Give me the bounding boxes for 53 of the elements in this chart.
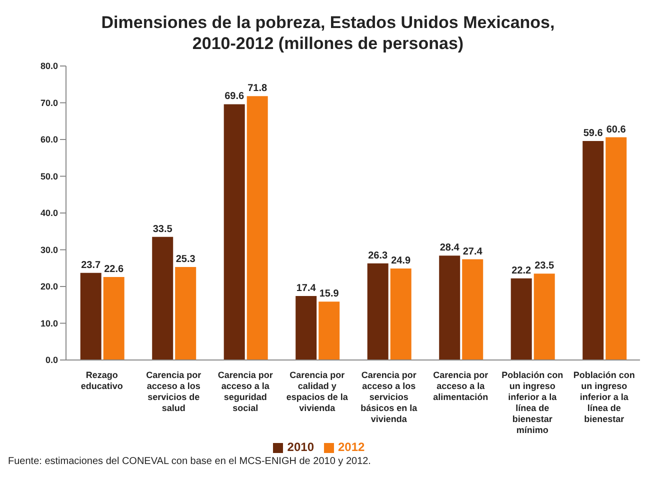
y-tick-label: 10.0	[40, 318, 58, 328]
bar	[318, 302, 340, 360]
x-tick-label: Población con un ingreso inferior a la línea de bienestar	[573, 370, 635, 424]
bar	[224, 104, 245, 360]
y-tick-label: 20.0	[40, 282, 58, 292]
y-tick-label: 0.0	[45, 355, 58, 366]
bar	[606, 137, 627, 360]
data-label: 23.7	[81, 260, 102, 271]
y-tick-label: 80.0	[40, 61, 58, 72]
x-tick-label: Rezago educativo	[80, 370, 124, 391]
bar	[462, 259, 484, 360]
data-label: 24.9	[391, 255, 412, 266]
data-label: 59.6	[583, 128, 604, 139]
data-label: 22.6	[104, 264, 124, 275]
data-label: 71.8	[248, 83, 268, 94]
data-label: 33.5	[152, 224, 173, 235]
x-tick-label: Carencia por calidad y espacios de la vivienda	[286, 370, 349, 413]
x-tick-label: Carencia por acceso a los servicios de salud	[146, 370, 202, 413]
bar	[439, 256, 460, 360]
data-label: 25.3	[176, 254, 196, 266]
bar	[510, 278, 532, 360]
data-label: 22.2	[512, 265, 532, 276]
data-label: 15.9	[319, 288, 340, 300]
bar	[534, 274, 555, 360]
y-tick-label: 70.0	[40, 98, 58, 108]
bar	[175, 267, 196, 360]
data-label: 26.3	[368, 250, 388, 262]
x-tick-label: Carencia por acceso a la alimentación	[433, 370, 489, 402]
y-tick-label: 60.0	[40, 134, 58, 145]
y-tick-label: 30.0	[40, 244, 58, 255]
legend-label: 2010	[287, 440, 314, 454]
data-label: 27.4	[462, 246, 483, 258]
y-tick-label: 50.0	[40, 171, 58, 182]
chart-title: Dimensiones de la pobreza, Estados Unidos Mexicanos, 2010-2012 (millones de personas)	[100, 12, 556, 54]
bar	[103, 276, 124, 360]
data-label: 28.4	[440, 242, 460, 254]
data-label: 23.5	[534, 260, 555, 272]
x-tick-label: Población con un ingreso inferior a la línea de bienestar mínimo	[502, 370, 564, 435]
bar	[80, 272, 102, 360]
bar	[296, 296, 317, 360]
source-note: Fuente: estimaciones del CONEVAL con base en el MCS-ENIGH de 2010 y 2012.	[8, 456, 372, 467]
bar	[367, 263, 388, 360]
bar	[582, 140, 604, 360]
legend-label: 2012	[338, 440, 365, 454]
bar	[152, 236, 174, 360]
data-label: 60.6	[606, 124, 626, 136]
x-tick-label: Carencia por acceso a los servicios básicos en la vivienda	[360, 370, 418, 424]
data-label: 17.4	[296, 283, 316, 294]
bar	[390, 268, 412, 360]
x-tick-label: Carencia por acceso a la seguridad social	[218, 370, 274, 413]
y-tick-label: 40.0	[40, 208, 58, 218]
data-label: 69.6	[224, 91, 245, 102]
bar	[246, 96, 268, 360]
